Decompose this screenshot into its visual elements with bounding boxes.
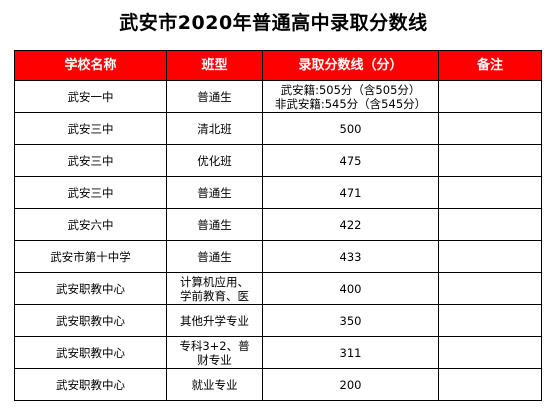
score-line-local: 武安籍:505分（含505分）	[280, 82, 421, 97]
class-type-cell: 普通生	[166, 240, 263, 273]
note-cell	[438, 112, 542, 145]
header-score-line: 录取分数线（分）	[262, 50, 439, 81]
class-type-cell: 优化班	[166, 144, 263, 177]
note-cell	[438, 304, 542, 337]
score-line-cell: 471	[262, 176, 439, 209]
table-row: 武安市第十中学 普通生 433	[14, 240, 542, 273]
note-cell	[438, 336, 542, 369]
class-type-cell: 专科3+2、普 财专业	[166, 336, 263, 369]
school-name-cell: 武安职教中心	[14, 304, 167, 337]
note-cell	[438, 368, 542, 401]
score-line-cell: 350	[262, 304, 439, 337]
score-line-cell: 422	[262, 208, 439, 241]
header-note: 备注	[438, 50, 542, 81]
score-line-nonlocal: 非武安籍:545分（含545分）	[274, 96, 427, 111]
class-type-line: 财专业	[197, 352, 232, 367]
school-name-cell: 武安三中	[14, 112, 167, 145]
score-line-cell: 400	[262, 272, 439, 305]
table-row: 武安三中 普通生 471	[14, 176, 542, 209]
school-name-cell: 武安职教中心	[14, 368, 167, 401]
table-row: 武安三中 优化班 475	[14, 144, 542, 177]
note-cell	[438, 176, 542, 209]
score-line-cell: 433	[262, 240, 439, 273]
score-line-cell: 200	[262, 368, 439, 401]
note-cell	[438, 240, 542, 273]
table-body: 武安一中 普通生 武安籍:505分（含505分） 非武安籍:545分（含545分…	[14, 80, 542, 401]
class-type-cell: 普通生	[166, 208, 263, 241]
table-row: 武安职教中心 其他升学专业 350	[14, 304, 542, 337]
school-name-cell: 武安六中	[14, 208, 167, 241]
table-row: 武安职教中心 就业专业 200	[14, 368, 542, 401]
table-row: 武安职教中心 计算机应用、 学前教育、医 400	[14, 272, 542, 305]
class-type-cell: 其他升学专业	[166, 304, 263, 337]
school-name-cell: 武安职教中心	[14, 272, 167, 305]
school-name-cell: 武安市第十中学	[14, 240, 167, 273]
school-name-cell: 武安一中	[14, 80, 167, 113]
note-cell	[438, 80, 542, 113]
table-row: 武安职教中心 专科3+2、普 财专业 311	[14, 336, 542, 369]
score-table: 学校名称 班型 录取分数线（分） 备注 武安一中 普通生 武安籍:505分（含5…	[14, 50, 542, 401]
page-title: 武安市2020年普通高中录取分数线	[119, 12, 428, 34]
note-cell	[438, 144, 542, 177]
score-line-cell: 武安籍:505分（含505分） 非武安籍:545分（含545分）	[262, 80, 439, 113]
class-type-cell: 就业专业	[166, 368, 263, 401]
note-cell	[438, 272, 542, 305]
table-row: 武安一中 普通生 武安籍:505分（含505分） 非武安籍:545分（含545分…	[14, 80, 542, 113]
table-row: 武安三中 清北班 500	[14, 112, 542, 145]
table-header-row: 学校名称 班型 录取分数线（分） 备注	[14, 50, 542, 81]
class-type-line: 学前教育、医	[180, 288, 249, 303]
class-type-cell: 计算机应用、 学前教育、医	[166, 272, 263, 305]
table-row: 武安六中 普通生 422	[14, 208, 542, 241]
header-school-name: 学校名称	[14, 50, 167, 81]
class-type-cell: 普通生	[166, 176, 263, 209]
score-line-cell: 311	[262, 336, 439, 369]
class-type-line: 专科3+2、普	[179, 338, 250, 353]
score-line-cell: 475	[262, 144, 439, 177]
note-cell	[438, 208, 542, 241]
school-name-cell: 武安三中	[14, 176, 167, 209]
school-name-cell: 武安三中	[14, 144, 167, 177]
class-type-cell: 普通生	[166, 80, 263, 113]
class-type-cell: 清北班	[166, 112, 263, 145]
table-header: 学校名称 班型 录取分数线（分） 备注	[14, 50, 542, 81]
school-name-cell: 武安职教中心	[14, 336, 167, 369]
header-class-type: 班型	[166, 50, 263, 81]
class-type-line: 计算机应用、	[180, 274, 249, 289]
score-line-cell: 500	[262, 112, 439, 145]
